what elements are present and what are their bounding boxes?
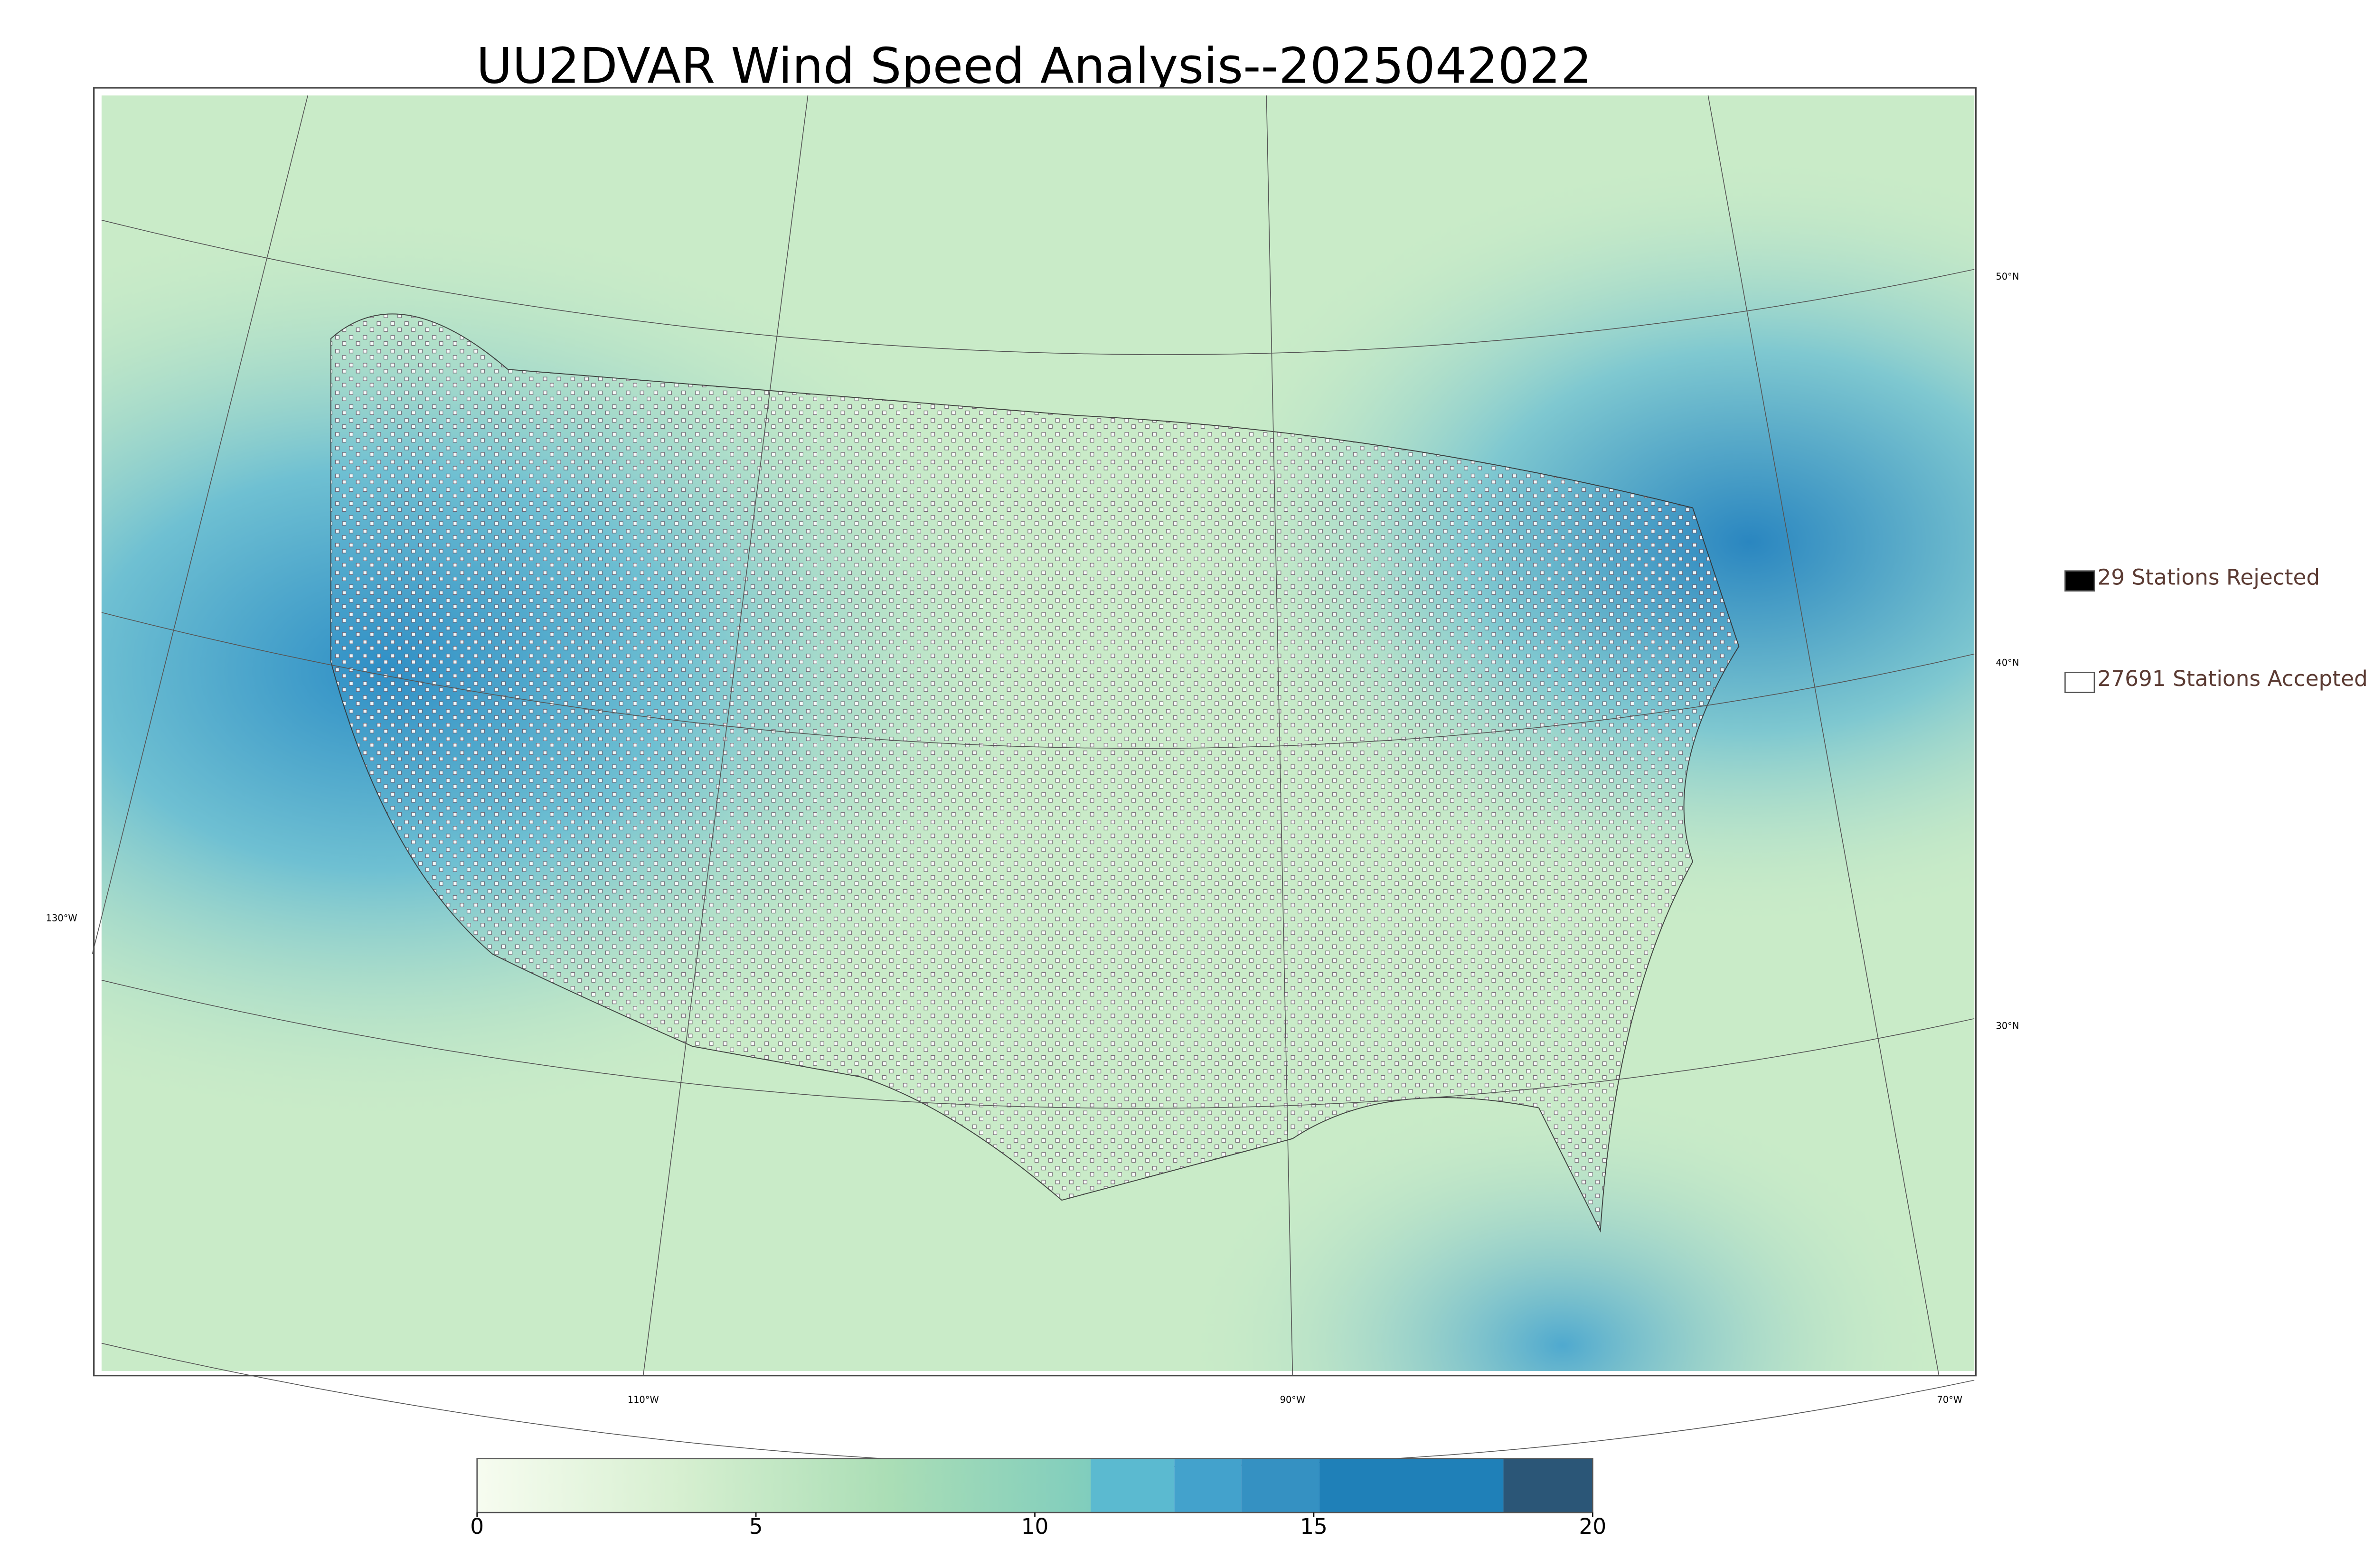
lat-label: 40°N bbox=[1996, 657, 2019, 668]
colorbar-band bbox=[1174, 1458, 1242, 1513]
colorbar-gradient bbox=[477, 1458, 1091, 1513]
lon-label: 70°W bbox=[1937, 1394, 1962, 1405]
colorbar-tick-label: 10 bbox=[1021, 1514, 1049, 1539]
legend: 29 Stations Rejected 27691 Stations Accep… bbox=[2064, 564, 2368, 693]
map-title: UU2DVAR Wind Speed Analysis--2025042022 bbox=[476, 38, 1592, 94]
lat-label: 50°N bbox=[1996, 271, 2019, 282]
colorbar-band bbox=[1241, 1458, 1319, 1513]
legend-swatch bbox=[2064, 570, 2095, 592]
colorbar-tick-label: 5 bbox=[749, 1514, 763, 1539]
colorbar-band bbox=[1319, 1458, 1504, 1513]
map bbox=[92, 87, 1977, 1467]
lat-label: 30°N bbox=[1996, 1020, 2019, 1031]
lon-label: 130°W bbox=[46, 913, 77, 924]
colorbar-band bbox=[1091, 1458, 1175, 1513]
legend-label: 27691 Stations Accepted bbox=[2097, 666, 2367, 691]
colorbar-tick-label: 15 bbox=[1300, 1514, 1328, 1539]
lon-label: 90°W bbox=[1280, 1394, 1306, 1405]
colorbar-tick-label: 0 bbox=[470, 1514, 484, 1539]
legend-label: 29 Stations Rejected bbox=[2097, 564, 2320, 590]
colorbar-band bbox=[1503, 1458, 1593, 1513]
colorbar-tick-label: 20 bbox=[1579, 1514, 1607, 1539]
colorbar: 0 5 10 15 20 bbox=[470, 1458, 1607, 1539]
lon-label: 110°W bbox=[628, 1394, 659, 1405]
legend-swatch bbox=[2064, 672, 2095, 693]
